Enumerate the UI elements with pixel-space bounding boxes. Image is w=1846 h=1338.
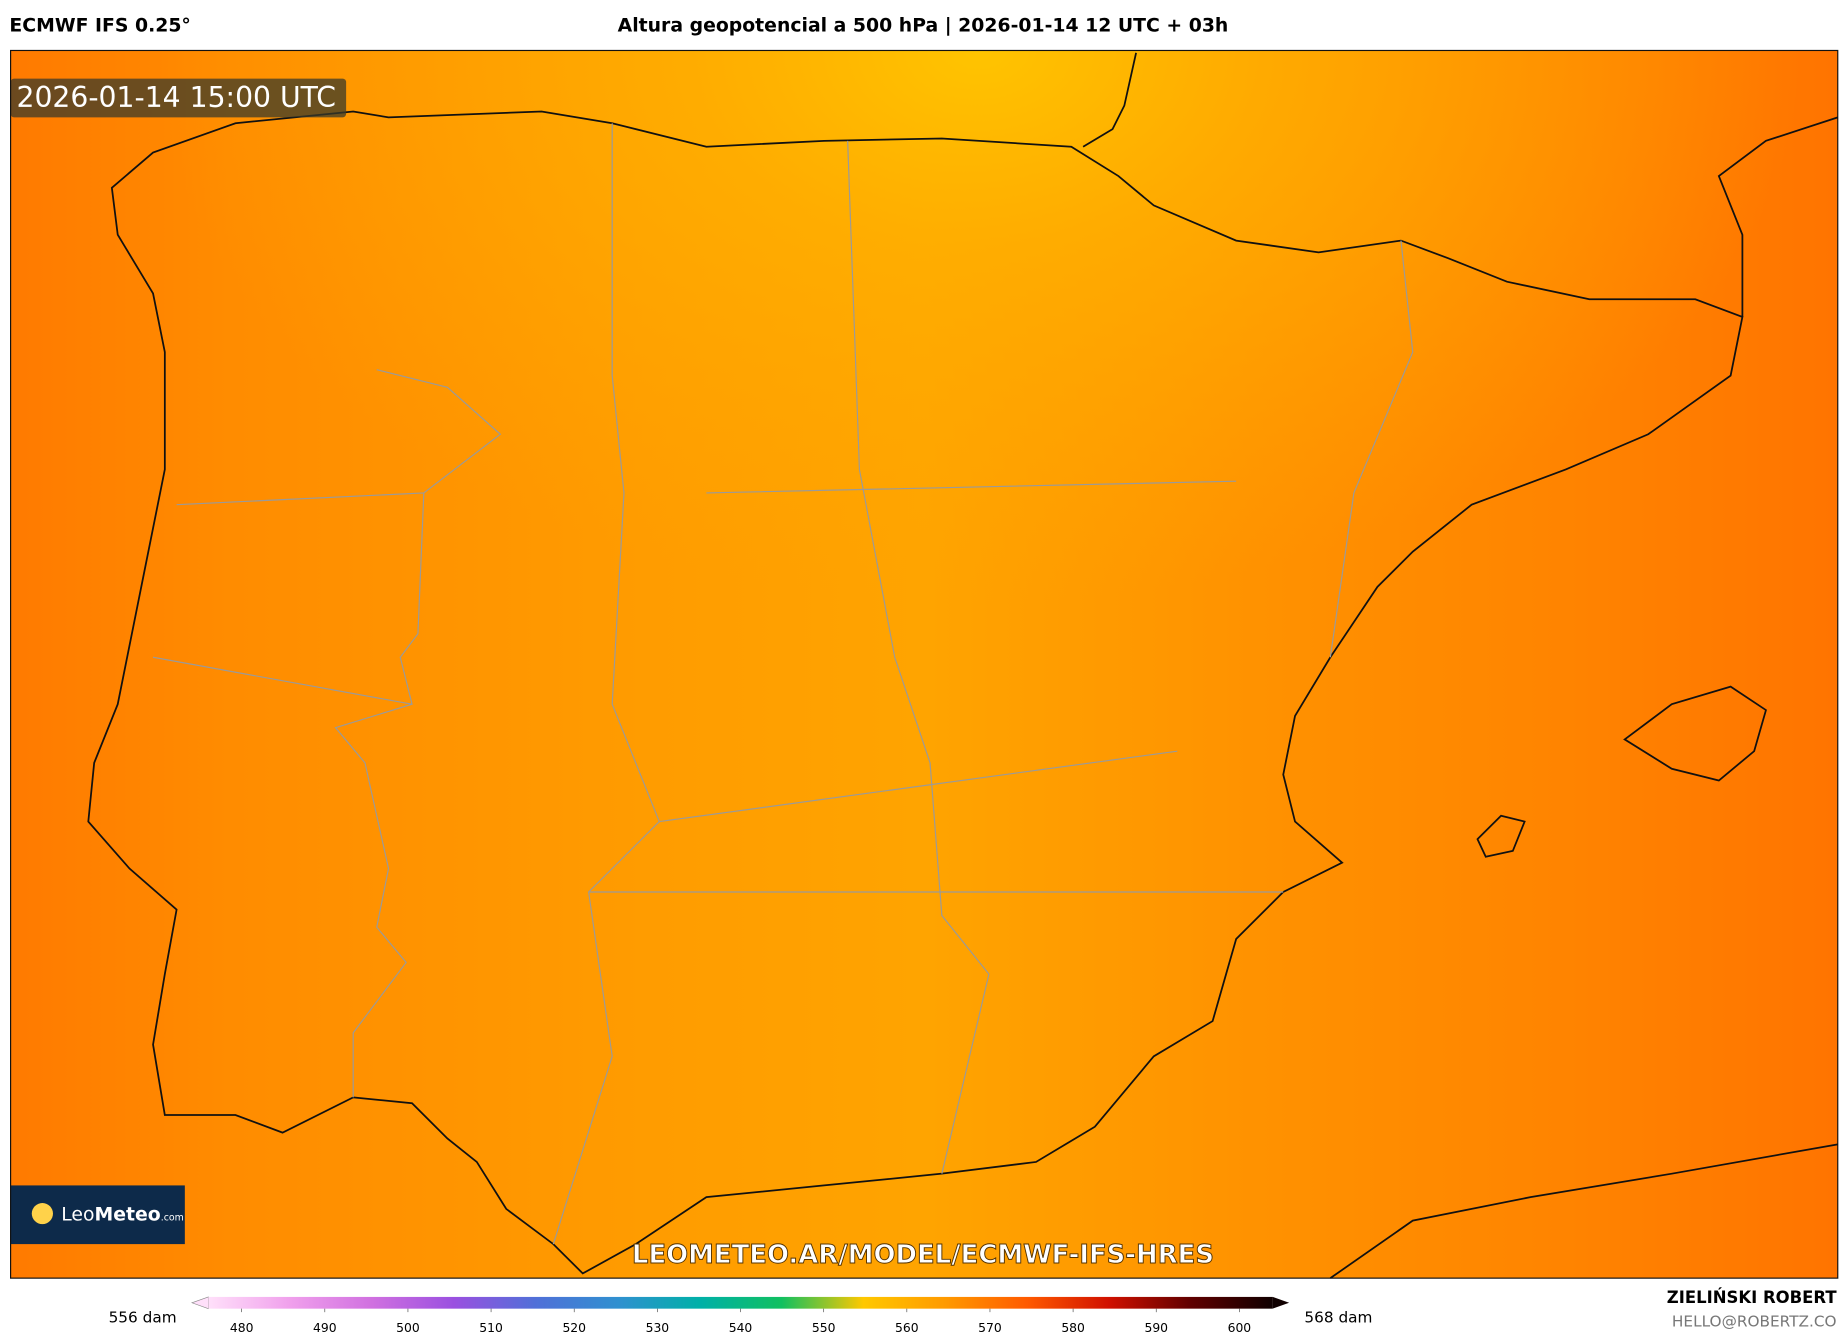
email[interactable]: HELLO@ROBERTZ.CO — [1672, 1312, 1837, 1330]
colorbar-tick-label: 510 — [479, 1321, 503, 1335]
colorbar-tick-label: 550 — [812, 1321, 836, 1335]
map-frame — [10, 49, 1839, 1279]
colorbar-right-arrow — [1272, 1296, 1290, 1309]
author: ZIELIŃSKI ROBERT — [1667, 1288, 1838, 1307]
colorbar-tick-label: 560 — [895, 1321, 919, 1335]
france-coast-med — [1717, 116, 1839, 317]
colorbar-tick-label: 500 — [396, 1321, 420, 1335]
colorbar-tick-label: 580 — [1061, 1321, 1085, 1335]
ibiza — [1476, 814, 1526, 858]
logo-name-bold: Meteo — [94, 1205, 160, 1226]
logo-name: Leo — [61, 1205, 94, 1226]
valid-time: 2026-01-14 15:00 UTC — [16, 81, 336, 114]
colorbar-tick-label: 600 — [1228, 1321, 1252, 1335]
colorbar-tick-label: 570 — [978, 1321, 1002, 1335]
time-badge — [10, 78, 347, 118]
france-coast — [1082, 52, 1137, 148]
colorbar-tick-label: 480 — [230, 1321, 254, 1335]
borders — [152, 123, 1414, 1245]
colorbar-tick-label: 490 — [313, 1321, 337, 1335]
colorbar-scale — [208, 1296, 1273, 1309]
logo-suffix: .com — [161, 1213, 184, 1224]
height-field-high — [10, 50, 1838, 1279]
colorbar-tick-label: 590 — [1144, 1321, 1168, 1335]
colorbar-tick-label: 520 — [562, 1321, 586, 1335]
colorbar-max-label: 568 dam — [1304, 1309, 1372, 1327]
colorbar-min-label: 556 dam — [109, 1309, 177, 1327]
africa-coast — [1329, 1143, 1838, 1279]
logo-sun — [31, 1203, 53, 1225]
logo-text: LeoMeteo.com — [61, 1205, 184, 1226]
colorbar-tick-label: 530 — [646, 1321, 670, 1335]
map-title: Altura geopotencial a 500 hPa | 2026-01-… — [618, 16, 1229, 37]
mallorca — [1623, 685, 1767, 782]
model-name: ECMWF IFS 0.25° — [9, 16, 190, 37]
colorbar-tick-label: 540 — [729, 1321, 753, 1335]
colorbar: 556 dam 568 dam 480 490 500 510 520 530 540 550… — [109, 1296, 1372, 1335]
map: 2026-01-14 15:00 UTC LeoMeteo.com LEOMET… — [10, 49, 1839, 1279]
source-url[interactable]: LEOMETEO.AR/MODEL/ECMWF-IFS-HRES — [631, 1239, 1214, 1270]
colorbar-left-arrow — [191, 1296, 209, 1310]
